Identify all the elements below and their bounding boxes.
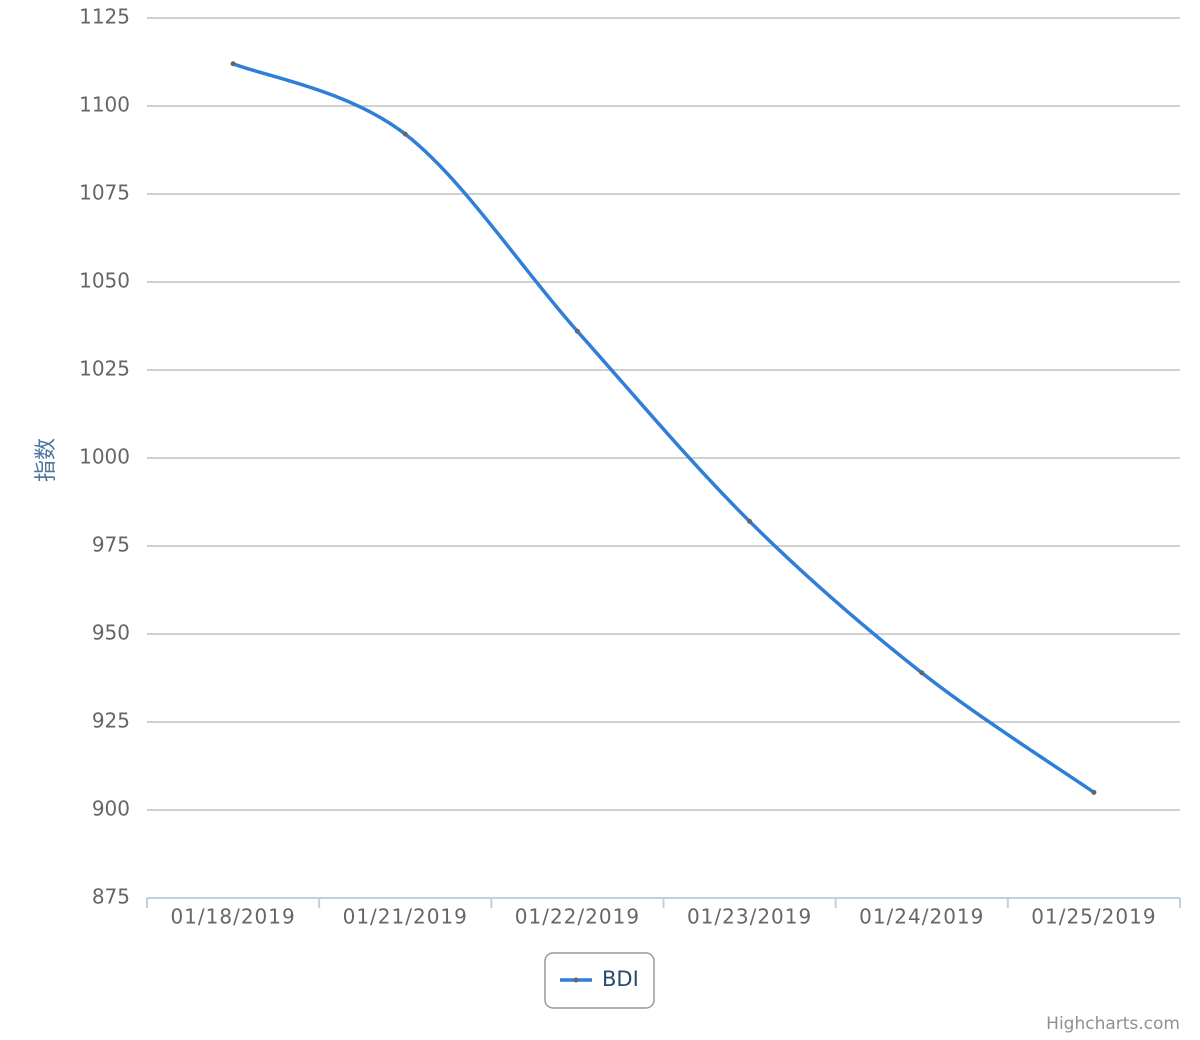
x-tick-label: 01/24/2019 <box>859 905 984 929</box>
legend-box <box>544 952 655 1009</box>
x-tick-label: 01/22/2019 <box>515 905 640 929</box>
y-tick-label: 875 <box>92 885 130 909</box>
y-tick-label: 1100 <box>79 93 130 117</box>
x-tick-label: 01/18/2019 <box>170 905 295 929</box>
y-tick-label: 1075 <box>79 181 130 205</box>
line <box>232 62 1095 794</box>
y-tick-label: 1050 <box>79 269 130 293</box>
credit[interactable]: Highcharts.com <box>1046 1014 1180 1034</box>
y-axis-title: 指数 <box>34 438 59 482</box>
y-tick-label: 1025 <box>79 357 130 381</box>
y-tick-label: 900 <box>92 797 130 821</box>
y-tick-label: 925 <box>92 709 130 733</box>
point-marker <box>574 328 580 334</box>
x-tick-label: 01/25/2019 <box>1031 905 1156 929</box>
legend-marker <box>573 977 579 983</box>
y-tick-label: 1000 <box>79 445 130 469</box>
y-tick-label: 950 <box>92 621 130 645</box>
point-marker <box>230 61 236 67</box>
y-tick-label: 975 <box>92 533 130 557</box>
y-tick-label: 1125 <box>79 5 130 29</box>
x-tick-label: 01/21/2019 <box>343 905 468 929</box>
point-marker <box>919 670 925 676</box>
x-tick-label: 01/23/2019 <box>687 905 812 929</box>
point-marker <box>747 518 753 524</box>
legend-label[interactable]: BDI <box>602 967 639 991</box>
point-marker <box>402 131 408 137</box>
point-marker <box>1091 789 1097 795</box>
